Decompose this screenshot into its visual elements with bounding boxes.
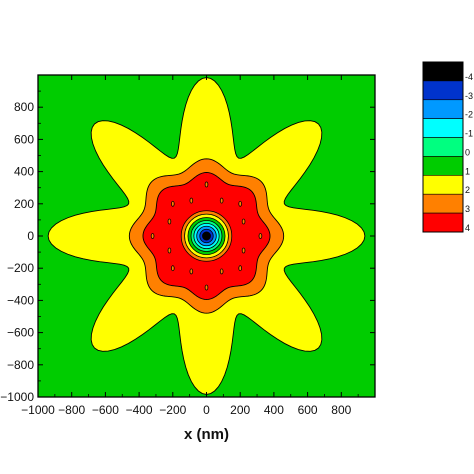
colorbar-label: -2 <box>465 110 473 120</box>
x-axis: −1000 −800 −600 −400 −200 0 200 400 600 800 <box>21 75 359 417</box>
y-tick-label: −600 <box>7 326 34 340</box>
contour-island <box>189 197 194 204</box>
contour-island <box>204 284 209 291</box>
contour-island <box>238 200 242 207</box>
x-tick-label: −800 <box>58 403 85 417</box>
colorbar-swatch <box>422 80 464 101</box>
contour-island <box>219 197 224 204</box>
colorbar-label: 0 <box>465 147 470 157</box>
contour-island <box>167 218 172 225</box>
contour-island <box>167 247 172 254</box>
x-tick-label: −1000 <box>21 403 55 417</box>
colorbar-label: 4 <box>465 223 470 233</box>
contour-island <box>241 247 246 254</box>
y-tick-label: 800 <box>14 100 34 114</box>
contour-island <box>171 265 175 272</box>
colorbar-label: 3 <box>465 204 470 214</box>
colorbar-swatch <box>422 118 464 138</box>
contour-region-disc-11 <box>202 231 211 241</box>
contour-island <box>204 181 209 188</box>
colorbar-label: -4 <box>465 72 473 82</box>
colorbar-swatch <box>422 137 464 157</box>
contour-island <box>189 268 194 275</box>
colorbar-label: 2 <box>465 185 470 195</box>
x-tick-label: −600 <box>92 403 119 417</box>
y-tick-label: −200 <box>7 261 34 275</box>
colorbar-swatch <box>422 61 464 82</box>
x-tick-label: 800 <box>331 403 351 417</box>
y-tick-label: 200 <box>14 197 34 211</box>
y-tick-label: −800 <box>7 358 34 372</box>
contour-island <box>150 233 155 239</box>
y-axis: −1000 −800 −600 −400 −200 0 200 400 600 800 <box>0 90 375 404</box>
x-tick-label: −200 <box>159 403 186 417</box>
x-tick-label: 0 <box>203 403 210 417</box>
y-tick-label: −1000 <box>0 390 34 404</box>
contour-island <box>219 268 224 275</box>
colorbar-swatch <box>422 175 464 195</box>
colorbar-swatch <box>422 193 464 214</box>
colorbar-swatch <box>422 99 464 119</box>
contour-island <box>258 233 263 239</box>
colorbar-swatch <box>422 156 464 176</box>
contour-island <box>238 265 242 272</box>
y-tick-label: 600 <box>14 132 34 146</box>
colorbar-label: -1 <box>465 129 473 139</box>
contour-island <box>241 218 246 225</box>
colorbar-label: -3 <box>465 91 473 101</box>
y-tick-label: 400 <box>14 165 34 179</box>
y-tick-label: 0 <box>27 229 34 243</box>
x-tick-label: −400 <box>126 403 153 417</box>
colorbar-swatch <box>422 212 464 233</box>
colorbar-frame <box>422 61 464 233</box>
colorbar-label: 1 <box>465 166 470 176</box>
y-tick-label: −400 <box>7 293 34 307</box>
contour-plot-area <box>38 75 375 397</box>
colorbar-legend: -4 -3 -2 -1 0 1 2 3 4 <box>422 61 473 233</box>
x-tick-label: 400 <box>264 403 284 417</box>
contour-island <box>171 200 175 207</box>
x-axis-label: x (nm) <box>184 426 229 443</box>
x-tick-label: 600 <box>298 403 318 417</box>
x-tick-label: 200 <box>230 403 250 417</box>
